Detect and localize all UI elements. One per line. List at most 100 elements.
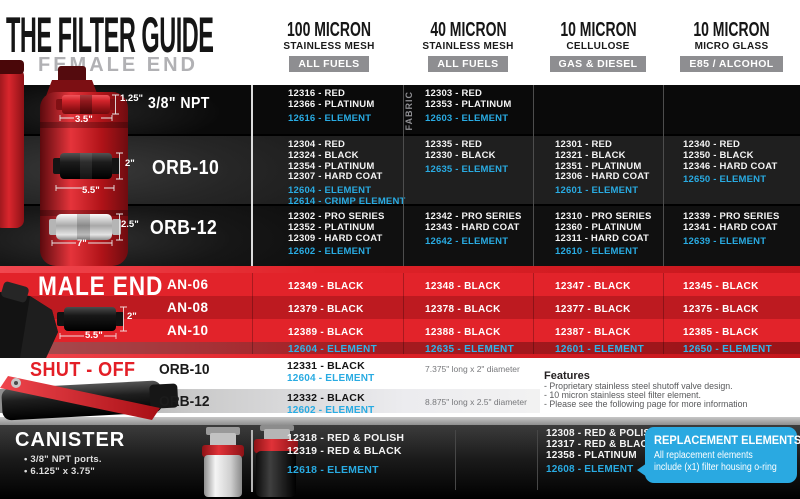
npt-height-dim: 1.25" bbox=[120, 93, 143, 104]
part: 12308 - RED & POLISH bbox=[546, 428, 658, 439]
column-divider bbox=[537, 430, 538, 490]
element: 12610 - ELEMENT bbox=[555, 246, 639, 258]
replacement-elements-callout: REPLACEMENT ELEMENTS All replacement ele… bbox=[637, 427, 800, 483]
column-headers: 100 MICRON STAINLESS MESH ALL FUELS 40 M… bbox=[255, 20, 800, 72]
column-micron-label: 10 MICRON bbox=[559, 19, 637, 41]
shutoff-valve-photo bbox=[0, 376, 179, 421]
row-label-npt: 3/8" NPT bbox=[148, 95, 210, 112]
column-divider bbox=[663, 273, 664, 354]
element-number: 12604 - ELEMENT bbox=[288, 344, 377, 355]
part: 12350 - BLACK bbox=[683, 149, 754, 161]
column-divider bbox=[663, 85, 664, 266]
row-label-shutoff-orb10: ORB-10 bbox=[159, 362, 210, 378]
element: 12650 - ELEMENT bbox=[683, 174, 767, 186]
part-number: 12332 - BLACK bbox=[287, 392, 365, 404]
cell-orb12-100micron: 12302 - PRO SERIES 12352 - PLATINUM 12309 … bbox=[255, 206, 403, 266]
element: 12603 - ELEMENT bbox=[425, 112, 509, 124]
cell-orb10-10micron-cellulose: 12301 - RED 12321 - BLACK 12351 - PLATINUM… bbox=[533, 136, 663, 204]
part: 12339 - PRO SERIES bbox=[683, 211, 780, 222]
cell-orb10-100micron: 12304 - RED 12324 - BLACK 12354 - PLATINUM… bbox=[255, 136, 405, 207]
part: 12343 - HARD COAT bbox=[425, 221, 520, 233]
male-row-an08: 12379 - BLACK 12378 - BLACK 12377 - BLAC… bbox=[0, 296, 800, 319]
canister-title: CANISTER bbox=[15, 429, 126, 451]
column-divider bbox=[403, 273, 404, 354]
element: 12602 - ELEMENT bbox=[288, 246, 372, 258]
fuel-badge: ALL FUELS bbox=[289, 56, 369, 72]
part: 12309 - HARD COAT bbox=[288, 232, 383, 244]
part-number: 12388 - BLACK bbox=[425, 326, 501, 338]
part-number: 12378 - BLACK bbox=[425, 303, 501, 315]
label-data-divider bbox=[251, 85, 253, 266]
male-elements-row: 12604 - ELEMENT 12635 - ELEMENT 12601 - … bbox=[0, 342, 800, 355]
element-number: 12650 - ELEMENT bbox=[683, 344, 772, 355]
column-divider bbox=[455, 430, 456, 490]
column-micron-label: 100 MICRON bbox=[286, 19, 372, 41]
feat-line: - 10 micron stainless steel filter eleme… bbox=[544, 389, 701, 400]
row-label-an10: AN-10 bbox=[167, 323, 209, 338]
male-end-title: MALE END bbox=[38, 271, 164, 301]
part-number: 12375 - BLACK bbox=[683, 303, 759, 315]
male-row-an06: 12349 - BLACK 12348 - BLACK 12347 - BLAC… bbox=[0, 273, 800, 296]
table-row-orb10: 12304 - RED 12324 - BLACK 12354 - PLATINUM… bbox=[0, 134, 800, 207]
column-material-label: STAINLESS MESH bbox=[422, 41, 514, 52]
feat-line: - Proprietary stainless steel shutoff va… bbox=[544, 381, 733, 391]
orb12-filter-photo bbox=[49, 213, 123, 246]
orb10-height-dim: 2" bbox=[125, 158, 135, 169]
column-header-100-micron: 100 MICRON STAINLESS MESH ALL FUELS bbox=[255, 20, 403, 72]
element-number: 12604 - ELEMENT bbox=[287, 373, 375, 384]
element: 12604 - ELEMENT bbox=[288, 185, 372, 197]
element: 12618 - ELEMENT bbox=[287, 463, 379, 476]
part: 12335 - RED bbox=[425, 139, 483, 150]
part: 12346 - HARD COAT bbox=[683, 160, 778, 172]
element-number: 12635 - ELEMENT bbox=[425, 344, 514, 355]
part: 12319 - RED & BLACK bbox=[287, 445, 402, 458]
male-length-dim: 5.5" bbox=[85, 330, 103, 341]
fabric-note: FABRIC bbox=[404, 91, 414, 131]
feat-line: - Please see the following page for more… bbox=[544, 398, 748, 409]
cell-canister-100micron: 12318 - RED & POLISH 12319 - RED & BLACK … bbox=[287, 432, 404, 476]
part: 12360 - PLATINUM bbox=[555, 221, 642, 233]
replacement-elements-title: REPLACEMENT ELEMENTS bbox=[654, 433, 800, 447]
section-transition-strip bbox=[0, 417, 800, 425]
male-filter-photo bbox=[57, 306, 127, 339]
part: 12366 - PLATINUM bbox=[288, 98, 375, 110]
cell-npt-100micron: 12316 - RED 12366 - PLATINUM 12616 - ELEM… bbox=[255, 85, 403, 134]
element-number: 12602 - ELEMENT bbox=[287, 405, 375, 416]
part: 12310 - PRO SERIES bbox=[555, 211, 652, 222]
canister-filters-photo bbox=[202, 425, 298, 497]
part: 12340 - RED bbox=[683, 139, 741, 150]
part: 12317 - RED & BLACK bbox=[546, 439, 656, 450]
element: 12639 - ELEMENT bbox=[683, 235, 767, 247]
part: 12302 - PRO SERIES bbox=[288, 211, 385, 222]
column-divider bbox=[403, 85, 404, 266]
part-number: 12331 - BLACK bbox=[287, 360, 365, 372]
cell-orb10-40micron: 12335 - RED 12330 - BLACK 12635 - ELEMENT bbox=[403, 136, 533, 204]
part-number: 12385 - BLACK bbox=[683, 326, 759, 338]
part: 12311 - HARD COAT bbox=[555, 232, 650, 244]
column-material-label: CELLULOSE bbox=[566, 41, 630, 52]
row-label-an08: AN-08 bbox=[167, 300, 209, 315]
part: 12301 - RED bbox=[555, 139, 613, 150]
row-label-orb12: ORB-12 bbox=[150, 217, 218, 239]
part: 12354 - PLATINUM bbox=[288, 160, 375, 172]
orb10-length-dim: 5.5" bbox=[82, 185, 100, 196]
cell-canister-10micron-cellulose: 12308 - RED & POLISH 12317 - RED & BLACK 1… bbox=[546, 428, 658, 476]
column-divider bbox=[533, 85, 534, 266]
can-bullet: 3/8" NPT ports. bbox=[24, 454, 102, 466]
part: 12303 - RED bbox=[425, 88, 483, 99]
cell-orb10-10micron-glass: 12340 - RED 12350 - BLACK 12346 - HARD COA… bbox=[663, 136, 800, 204]
part: 12304 - RED bbox=[288, 139, 346, 150]
part-number: 12389 - BLACK bbox=[288, 326, 364, 338]
row-label-orb10: ORB-10 bbox=[152, 157, 220, 179]
part-number: 12345 - BLACK bbox=[683, 280, 759, 292]
npt-length-dim: 3.5" bbox=[75, 114, 93, 125]
npt-filter-photo bbox=[56, 94, 119, 121]
column-header-10-micron-micro-glass: 10 MICRON MICRO GLASS E85 / ALCOHOL bbox=[663, 20, 800, 72]
column-micron-label: 40 MICRON bbox=[429, 19, 507, 41]
part-number: 12348 - BLACK bbox=[425, 280, 501, 292]
features-title: Features bbox=[544, 370, 590, 382]
cell-npt-10micron-glass bbox=[663, 85, 800, 134]
table-row-orb12: 12302 - PRO SERIES 12352 - PLATINUM 12309 … bbox=[0, 204, 800, 266]
row-label-an06: AN-06 bbox=[167, 277, 209, 292]
